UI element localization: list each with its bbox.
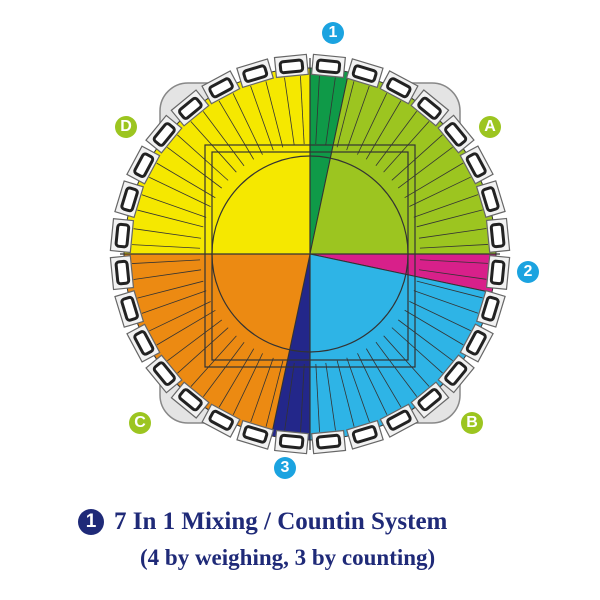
marker-b: B bbox=[461, 412, 483, 434]
marker-c: C bbox=[129, 412, 151, 434]
hopper-bucket bbox=[201, 348, 263, 438]
hopper-bucket bbox=[375, 335, 450, 419]
hopper-bucket bbox=[126, 301, 216, 363]
hopper-bucket bbox=[357, 348, 419, 438]
hopper-bucket bbox=[145, 319, 229, 394]
hopper-bucket bbox=[126, 145, 216, 207]
caption-title-text: 7 In 1 Mixing / Countin System bbox=[114, 508, 448, 535]
hopper-bucket bbox=[404, 145, 494, 207]
hopper-bucket bbox=[109, 218, 202, 254]
hopper-bucket bbox=[413, 280, 506, 328]
hopper-bucket bbox=[114, 280, 207, 328]
hopper-bucket bbox=[114, 180, 207, 228]
hopper-bucket bbox=[391, 319, 475, 394]
hopper-bucket bbox=[418, 217, 511, 253]
hopper-bucket bbox=[375, 89, 450, 173]
hopper-bucket bbox=[336, 58, 384, 151]
marker-2: 2 bbox=[517, 261, 539, 283]
hopper-bucket bbox=[170, 335, 245, 419]
hopper-bucket bbox=[273, 53, 309, 146]
hopper-bucket bbox=[336, 357, 384, 450]
hopper-bucket bbox=[201, 70, 263, 160]
caption-title: 1 7 In 1 Mixing / Countin System bbox=[78, 508, 600, 536]
hopper-bucket bbox=[311, 362, 347, 455]
hopper-bucket bbox=[391, 114, 475, 189]
marker-1: 1 bbox=[322, 22, 344, 44]
marker-d: D bbox=[115, 116, 137, 138]
hopper-bucket bbox=[236, 58, 284, 151]
hopper-bucket bbox=[310, 53, 346, 146]
caption-subtitle: (4 by weighing, 3 by counting) bbox=[140, 545, 436, 570]
hopper-bucket bbox=[109, 255, 202, 291]
hopper-bucket bbox=[170, 89, 245, 173]
hopper-bucket bbox=[274, 362, 310, 455]
hopper-bucket bbox=[236, 357, 284, 450]
hopper-bucket bbox=[413, 180, 506, 228]
marker-a: A bbox=[479, 116, 501, 138]
hopper-bucket bbox=[357, 70, 419, 160]
caption-number-badge: 1 bbox=[78, 509, 104, 535]
marker-3: 3 bbox=[274, 457, 296, 479]
hopper-bucket bbox=[145, 114, 229, 189]
frame-lines bbox=[120, 58, 500, 450]
hopper-bucket bbox=[418, 254, 511, 290]
